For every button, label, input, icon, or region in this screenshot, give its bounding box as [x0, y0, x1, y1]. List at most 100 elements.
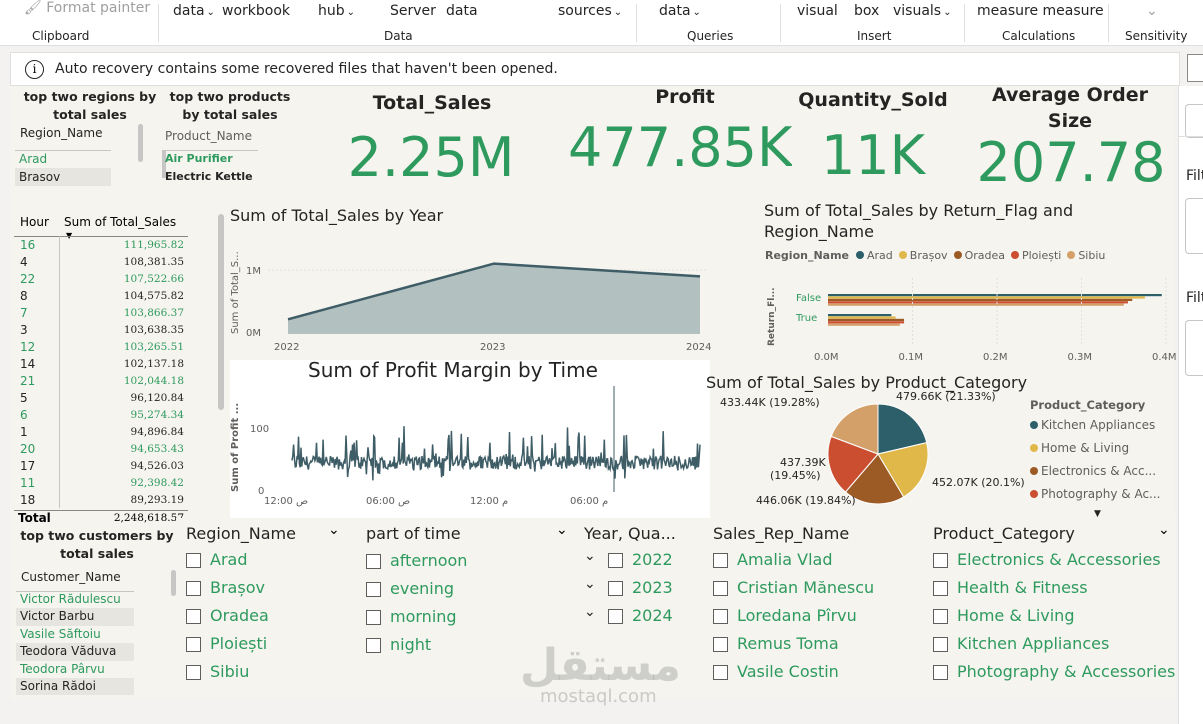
slicer-item[interactable]: Cristian Mănescu	[713, 574, 874, 602]
checkbox[interactable]	[933, 609, 948, 624]
checkbox[interactable]	[713, 637, 728, 652]
list-item[interactable]: Brasov	[15, 168, 111, 186]
refresh-data-button[interactable]: data ⌄	[659, 3, 701, 19]
slicer-item[interactable]: Photography & Accessories	[933, 658, 1175, 686]
slicer-item[interactable]: Remus Toma	[713, 630, 874, 658]
slicer-item[interactable]: Electronics & Accessories	[933, 546, 1175, 574]
expand-chevron-icon[interactable]: ⌄	[584, 548, 596, 564]
table-row[interactable]: 1 94,896.84	[14, 424, 188, 441]
expand-chevron-icon[interactable]: ⌄	[584, 604, 596, 620]
legend-item[interactable]: Oradea	[953, 249, 1005, 262]
customers-slicer-scrollbar[interactable]	[171, 570, 176, 596]
checkbox[interactable]	[186, 637, 201, 652]
filter-card[interactable]	[1185, 198, 1203, 254]
table-row[interactable]: 7 103,866.37	[14, 305, 188, 322]
checkbox[interactable]	[186, 609, 201, 624]
chevron-down-icon[interactable]: ⌄	[556, 522, 568, 538]
list-item[interactable]: Teodora Pârvu	[20, 661, 105, 676]
list-item[interactable]: Vasile Săftoiu	[20, 626, 101, 641]
checkbox[interactable]	[608, 553, 623, 568]
slicer-item[interactable]: Health & Fitness	[933, 574, 1175, 602]
slicer-scrollbar[interactable]	[162, 150, 166, 178]
checkbox[interactable]	[608, 581, 623, 596]
legend-item[interactable]: Brașov	[898, 249, 948, 262]
slicer-item[interactable]: ⌄ 2022	[584, 546, 673, 574]
more-visuals-button[interactable]: visuals ⌄	[893, 3, 952, 19]
table-row[interactable]: 22 107,522.66	[14, 271, 188, 288]
checkbox[interactable]	[608, 609, 623, 624]
get-data-button[interactable]: data ⌄	[173, 3, 215, 19]
checkbox[interactable]	[713, 665, 728, 680]
data-hub-button[interactable]: hub ⌄	[318, 3, 356, 19]
table-row[interactable]: 6 95,274.34	[14, 407, 188, 424]
format-painter-button[interactable]: 🖌 Format painter	[24, 0, 151, 16]
expand-chevron-icon[interactable]: ⌄	[584, 576, 596, 592]
column-header-hour[interactable]: Hour	[20, 215, 49, 229]
table-row[interactable]: 16 111,965.82	[14, 237, 188, 254]
legend-item[interactable]: Electronics & Acc...	[1030, 460, 1160, 483]
table-scrollbar[interactable]	[218, 214, 224, 410]
chevron-down-icon[interactable]: ⌄	[1158, 522, 1170, 538]
new-visual-button[interactable]: visual	[797, 3, 838, 19]
slicer-item[interactable]: Kitchen Appliances	[933, 630, 1175, 658]
table-row[interactable]: 14 102,137.18	[14, 356, 188, 373]
table-row[interactable]: 12 103,265.51	[14, 339, 188, 356]
slicer-item[interactable]: afternoon	[366, 547, 467, 575]
sql-server-button[interactable]: Server	[390, 3, 436, 19]
slicer-item[interactable]: Vasile Costin	[713, 658, 874, 686]
table-row[interactable]: 4 108,381.35	[14, 254, 188, 271]
regions-slicer-scrollbar[interactable]	[138, 124, 143, 162]
checkbox[interactable]	[713, 581, 728, 596]
sensitivity-chevron-icon[interactable]: ⌄	[1146, 3, 1158, 19]
checkbox[interactable]	[366, 638, 381, 653]
table-row[interactable]: 5 96,120.84	[14, 390, 188, 407]
table-row[interactable]: 18 89,293.19	[14, 492, 188, 509]
slicer-item[interactable]: Ploiești	[186, 630, 269, 658]
legend-item[interactable]: Ploiești	[1010, 249, 1061, 262]
pane-toggle[interactable]	[1185, 104, 1203, 138]
slicer-item[interactable]: Arad	[186, 546, 269, 574]
slicer-item[interactable]: Amalia Vlad	[713, 546, 874, 574]
checkbox[interactable]	[366, 554, 381, 569]
list-item[interactable]: Arad	[19, 152, 48, 166]
checkbox[interactable]	[186, 553, 201, 568]
slicer-item[interactable]: night	[366, 631, 467, 659]
enter-data-button[interactable]: data	[446, 3, 478, 19]
checkbox[interactable]	[366, 610, 381, 625]
table-row[interactable]: 20 94,653.43	[14, 441, 188, 458]
list-item[interactable]: Victor Rădulescu	[20, 592, 121, 606]
excel-workbook-button[interactable]: workbook	[222, 3, 291, 19]
checkbox[interactable]	[186, 581, 201, 596]
legend-scroll-down-icon[interactable]: ▼	[1094, 509, 1101, 519]
table-row[interactable]: 21 102,044.18	[14, 373, 188, 390]
table-row[interactable]: 11 92,398.42	[14, 475, 188, 492]
slicer-item[interactable]: Home & Living	[933, 602, 1175, 630]
list-item[interactable]: Victor Barbu	[16, 608, 134, 626]
list-item[interactable]: Electric Kettle	[165, 170, 253, 183]
checkbox[interactable]	[713, 609, 728, 624]
table-row[interactable]: 17 94,526.03	[14, 458, 188, 475]
sort-down-icon[interactable]: ▼	[66, 227, 72, 244]
slicer-item[interactable]: Sibiu	[186, 658, 269, 686]
checkbox[interactable]	[933, 665, 948, 680]
checkbox[interactable]	[933, 581, 948, 596]
list-item[interactable]: Teodora Văduva	[16, 643, 134, 661]
new-measure-button[interactable]: measure measure	[977, 3, 1104, 19]
list-item[interactable]: Sorina Rădoi	[16, 677, 134, 696]
infobar-button[interactable]	[1187, 54, 1203, 82]
column-header-sales[interactable]: Sum of Total_Sales	[64, 215, 177, 229]
slicer-item[interactable]: evening	[366, 575, 467, 603]
checkbox[interactable]	[933, 637, 948, 652]
slicer-item[interactable]: ⌄ 2024	[584, 602, 673, 630]
checkbox[interactable]	[933, 553, 948, 568]
legend-item[interactable]: Kitchen Appliances	[1030, 414, 1160, 437]
slicer-item[interactable]: morning	[366, 603, 467, 631]
list-item[interactable]: Air Purifier	[165, 152, 233, 165]
slicer-item[interactable]: ⌄ 2023	[584, 574, 673, 602]
slicer-item[interactable]: Oradea	[186, 602, 269, 630]
table-row[interactable]: 3 103,638.35	[14, 322, 188, 339]
legend-item[interactable]: Home & Living	[1030, 437, 1160, 460]
legend-item[interactable]: Sibiu	[1067, 249, 1105, 262]
checkbox[interactable]	[186, 665, 201, 680]
checkbox[interactable]	[713, 553, 728, 568]
